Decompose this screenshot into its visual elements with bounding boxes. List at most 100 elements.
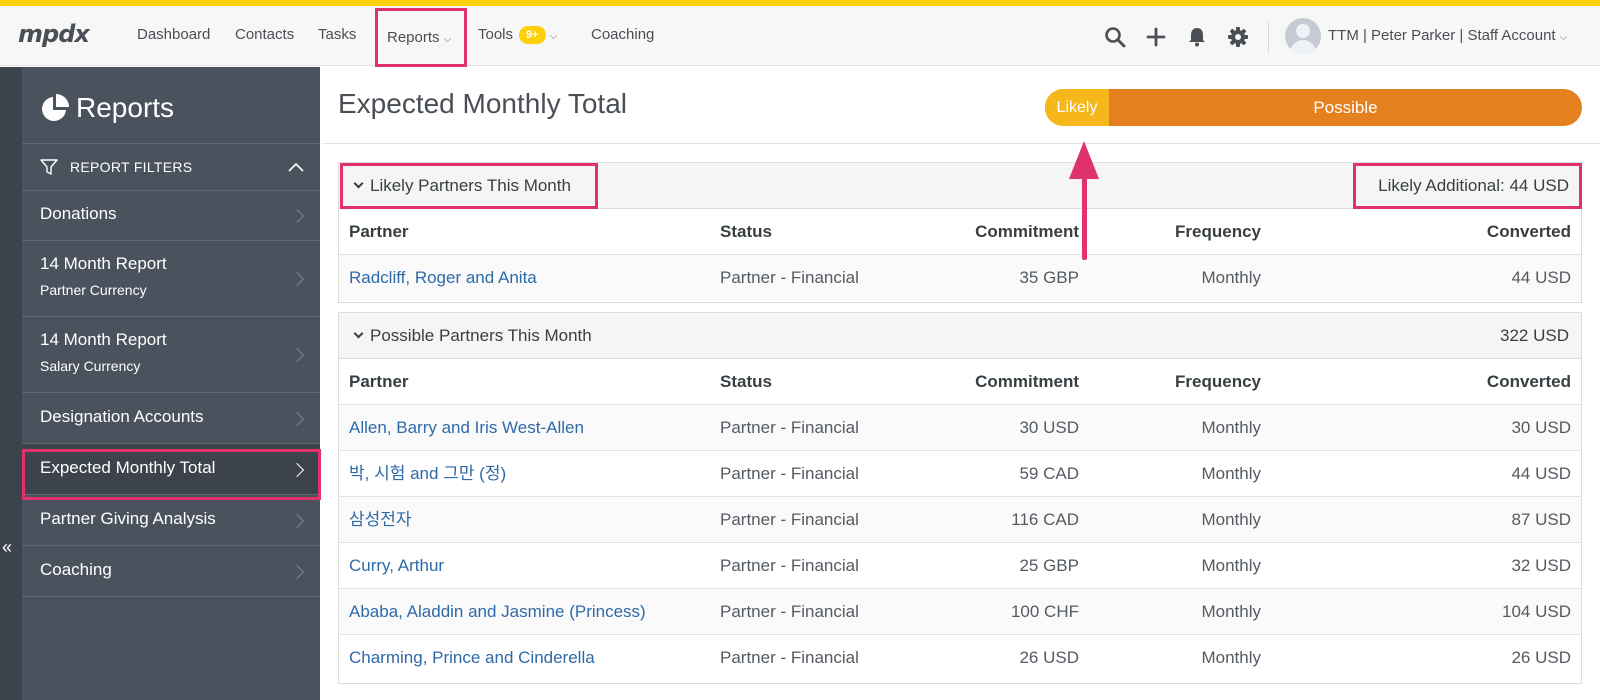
partner-frequency: Monthly <box>1201 556 1261 575</box>
account-label: TTM | Peter Parker | Staff Account <box>1328 27 1556 44</box>
col-commitment-header[interactable]: Commitment <box>975 372 1079 391</box>
annotation-arrow-head <box>1069 141 1099 179</box>
sidebar-item-label: 14 Month Report <box>40 330 167 349</box>
sidebar-item-label: Partner Giving Analysis <box>40 509 216 528</box>
partner-frequency: Monthly <box>1201 418 1261 437</box>
plus-icon[interactable] <box>1145 26 1167 48</box>
sidebar-item-coaching[interactable]: Coaching <box>22 546 320 597</box>
table-row: 박, 시험 and 그만 (정) Partner - Financial 59 … <box>339 451 1581 497</box>
possible-total: 322 USD <box>1500 326 1569 345</box>
likely-additional-total: Likely Additional: 44 USD <box>1378 176 1569 195</box>
sidebar-item-label: Designation Accounts <box>40 407 204 426</box>
highlight-box-likely-title <box>340 163 598 209</box>
col-frequency-header[interactable]: Frequency <box>1175 372 1261 391</box>
nav-tools[interactable]: Tools 9+ ⌵ <box>478 6 557 66</box>
partner-frequency: Monthly <box>1201 464 1261 483</box>
nav-tasks[interactable]: Tasks <box>318 26 357 43</box>
table-row: Ababa, Aladdin and Jasmine (Princess) Pa… <box>339 589 1581 635</box>
possible-segment[interactable]: Possible <box>1313 98 1378 117</box>
sidebar-item-sublabel: Salary Currency <box>40 358 141 374</box>
col-commitment-header[interactable]: Commitment <box>975 222 1079 241</box>
partner-link[interactable]: Allen, Barry and Iris West-Allen <box>349 418 584 437</box>
chevron-down-icon: ⌵ <box>1559 32 1568 43</box>
bell-icon[interactable] <box>1186 26 1208 48</box>
col-converted-header[interactable]: Converted <box>1486 222 1571 241</box>
partner-converted: 87 USD <box>1511 510 1571 529</box>
partner-link[interactable]: 삼성전자 <box>349 510 412 529</box>
partner-status: Partner - Financial <box>720 556 859 575</box>
double-chevron-left-icon[interactable]: « <box>2 537 13 557</box>
tools-badge: 9+ <box>519 26 546 45</box>
likely-segment[interactable]: Likely <box>1045 89 1109 126</box>
partner-commitment: 35 GBP <box>1019 268 1079 287</box>
partner-commitment: 100 CHF <box>1010 602 1079 621</box>
col-status-header[interactable]: Status <box>720 372 772 391</box>
partner-frequency: Monthly <box>1201 602 1261 621</box>
col-status-header[interactable]: Status <box>720 222 772 241</box>
likely-panel-title[interactable]: Likely Partners This Month <box>353 163 571 209</box>
filter-icon <box>40 159 58 175</box>
highlight-box-active-item <box>22 449 321 500</box>
partner-link[interactable]: Curry, Arthur <box>349 556 445 575</box>
col-partner-header[interactable]: Partner <box>349 372 409 391</box>
nav-contacts[interactable]: Contacts <box>235 26 295 43</box>
chevron-down-icon <box>353 328 364 339</box>
highlight-box-likely-total <box>1353 163 1582 209</box>
sidebar-item-expected-monthly-total[interactable]: Expected Monthly Total <box>22 444 320 495</box>
sidebar-title-text: Reports <box>76 92 175 123</box>
top-navigation: mpdx Dashboard Contacts Tasks Reports ⌵ T… <box>0 6 1600 68</box>
chevron-right-icon <box>289 513 305 529</box>
header-divider <box>1268 22 1269 52</box>
sidebar-item-donations[interactable]: Donations <box>22 191 320 241</box>
avatar[interactable] <box>1285 18 1321 54</box>
partner-status: Partner - Financial <box>720 510 859 529</box>
search-icon[interactable] <box>1104 26 1126 48</box>
sidebar-item-14-month-salary[interactable]: 14 Month Report Salary Currency <box>22 317 320 393</box>
partner-converted: 32 USD <box>1511 556 1571 575</box>
possible-panel-header[interactable]: Possible Partners This Month 322 USD <box>339 313 1581 359</box>
partner-converted: 26 USD <box>1511 648 1571 667</box>
top-accent-bar <box>0 0 1600 6</box>
sidebar-item-designation-accounts[interactable]: Designation Accounts <box>22 393 320 444</box>
title-divider <box>322 143 1600 144</box>
table-row: Charming, Prince and Cinderella Partner … <box>339 635 1581 681</box>
gear-icon[interactable] <box>1227 26 1249 48</box>
sidebar-item-label: Coaching <box>40 560 112 579</box>
partner-commitment: 25 GBP <box>1019 556 1079 575</box>
reports-sidebar: Reports REPORT FILTERS Donations 14 Mont… <box>22 67 320 700</box>
likely-panel-header[interactable]: Likely Partners This Month Likely Additi… <box>339 163 1581 209</box>
partner-status: Partner - Financial <box>720 464 859 483</box>
chevron-right-icon <box>289 208 305 224</box>
nav-dashboard[interactable]: Dashboard <box>137 26 211 43</box>
sidebar-collapse-strip[interactable]: « <box>0 67 22 700</box>
partner-link[interactable]: Charming, Prince and Cinderella <box>349 648 595 667</box>
chevron-right-icon <box>289 347 305 363</box>
chevron-up-icon[interactable] <box>288 162 304 172</box>
table-header-row: Partner Status Commitment Frequency Conv… <box>339 359 1581 405</box>
col-converted-header[interactable]: Converted <box>1486 372 1571 391</box>
partner-status: Partner - Financial <box>720 602 859 621</box>
table-row: 삼성전자 Partner - Financial 116 CAD Monthly… <box>339 497 1581 543</box>
partner-converted: 30 USD <box>1511 418 1571 437</box>
nav-reports-label: Reports <box>387 29 440 46</box>
sidebar-item-partner-giving-analysis[interactable]: Partner Giving Analysis <box>22 495 320 546</box>
chevron-down-icon: ⌵ <box>443 34 452 45</box>
nav-coaching[interactable]: Coaching <box>591 26 655 43</box>
partner-status: Partner - Financial <box>720 418 859 437</box>
partner-link[interactable]: Radcliff, Roger and Anita <box>349 268 537 287</box>
report-filters-toggle[interactable]: REPORT FILTERS <box>22 143 320 191</box>
possible-panel-title[interactable]: Possible Partners This Month <box>353 313 592 359</box>
table-header-row: Partner Status Commitment Frequency Conv… <box>339 209 1581 255</box>
likely-possible-progress-bar: Likely Possible <box>1045 89 1582 126</box>
col-partner-header[interactable]: Partner <box>349 222 409 241</box>
mpdx-logo[interactable]: mpdx <box>18 20 90 48</box>
partner-link[interactable]: Ababa, Aladdin and Jasmine (Princess) <box>349 602 646 621</box>
table-row: Allen, Barry and Iris West-Allen Partner… <box>339 405 1581 451</box>
partner-link[interactable]: 박, 시험 and 그만 (정) <box>349 464 507 483</box>
col-frequency-header[interactable]: Frequency <box>1175 222 1261 241</box>
nav-reports[interactable]: Reports ⌵ <box>375 8 467 67</box>
account-menu[interactable]: TTM | Peter Parker | Staff Account ⌵ <box>1328 6 1567 68</box>
sidebar-item-14-month-partner[interactable]: 14 Month Report Partner Currency <box>22 241 320 317</box>
pie-chart-icon <box>42 94 69 121</box>
partner-frequency: Monthly <box>1201 510 1261 529</box>
